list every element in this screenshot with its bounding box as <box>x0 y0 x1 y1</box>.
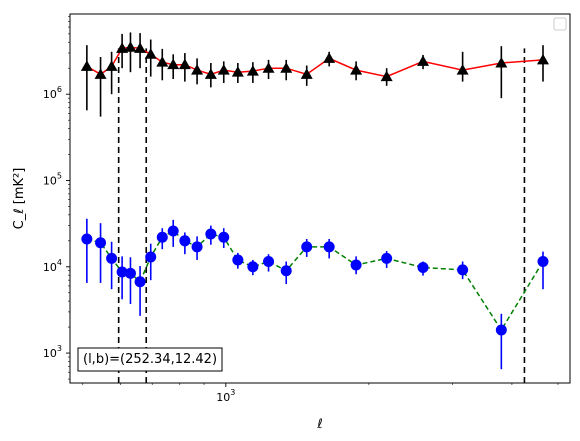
data-point <box>417 262 429 274</box>
y-tick-label: 106 <box>43 85 62 101</box>
data-point <box>417 55 430 66</box>
series-1 <box>80 32 549 117</box>
x-axis-label: ℓ <box>316 417 322 432</box>
data-point <box>217 64 230 75</box>
data-point <box>134 276 146 288</box>
data-point <box>204 68 217 79</box>
data-point <box>323 241 335 253</box>
data-point <box>231 66 244 77</box>
data-point <box>134 42 147 53</box>
data-point <box>106 252 118 264</box>
data-point <box>145 251 157 263</box>
data-point <box>191 64 204 75</box>
y-tick-label: 103 <box>43 344 62 360</box>
data-point <box>301 241 313 253</box>
data-point <box>537 256 549 268</box>
data-point <box>350 259 362 271</box>
series-line <box>86 230 544 332</box>
data-point <box>350 64 363 75</box>
y-tick-label: 104 <box>43 258 62 274</box>
data-point <box>80 60 93 71</box>
data-point <box>116 266 128 278</box>
data-point <box>205 228 217 240</box>
data-point <box>124 41 137 52</box>
data-point <box>262 62 275 73</box>
data-point <box>178 58 191 70</box>
data-point <box>167 58 180 70</box>
data-point <box>263 256 275 268</box>
data-point <box>179 235 191 247</box>
data-point <box>280 62 293 73</box>
data-point <box>381 252 393 264</box>
data-point <box>105 60 118 71</box>
data-point <box>300 68 313 79</box>
legend-box <box>553 17 567 31</box>
data-point <box>94 68 107 79</box>
data-point <box>116 42 129 53</box>
data-point <box>156 231 168 243</box>
data-point <box>380 70 393 82</box>
y-tick-label: 105 <box>43 171 62 187</box>
data-point <box>495 324 507 336</box>
data-point <box>247 261 259 273</box>
series-group <box>80 32 549 370</box>
data-point <box>457 264 469 276</box>
data-point <box>95 237 107 249</box>
plot-frame <box>69 13 571 384</box>
data-point <box>191 241 203 253</box>
x-tick-label: 103 <box>216 388 235 404</box>
data-point <box>218 231 230 243</box>
data-point <box>495 56 508 68</box>
data-point <box>156 56 169 67</box>
annotation-box <box>77 347 223 372</box>
data-point <box>81 233 93 245</box>
data-point <box>232 254 244 266</box>
data-point <box>323 52 336 63</box>
y-axis-label-group: C_ℓ [mK²] <box>12 168 27 230</box>
series-2 <box>81 218 549 370</box>
axis-ticks: 103 104 105 106 103 <box>43 15 559 404</box>
vertical-lines <box>117 48 526 383</box>
data-point <box>144 48 157 59</box>
data-point <box>280 265 292 277</box>
series-line <box>86 46 544 78</box>
data-point <box>246 65 259 76</box>
y-axis-label: C_ℓ [mK²] <box>12 168 27 230</box>
annotation-text: (l,b)=(252.34,12.42) <box>83 352 217 367</box>
data-point <box>536 53 549 65</box>
data-point <box>124 267 136 279</box>
data-point <box>456 64 469 75</box>
data-point <box>167 225 179 237</box>
